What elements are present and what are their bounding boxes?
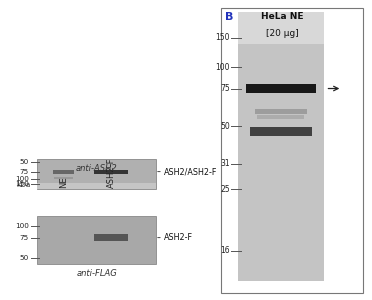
Text: 31: 31 (220, 159, 230, 168)
Bar (255, 109, 307, 114)
Text: 150: 150 (15, 181, 29, 187)
Bar (246, 84, 316, 93)
Text: kDa: kDa (16, 182, 31, 188)
Text: B: B (225, 12, 234, 22)
Text: 50: 50 (220, 122, 230, 130)
Text: 150: 150 (215, 33, 230, 42)
Bar (238, 12, 324, 44)
Text: 100: 100 (15, 223, 29, 229)
Text: 100: 100 (215, 62, 230, 71)
Text: 50: 50 (20, 255, 29, 261)
Text: ASH2-F: ASH2-F (106, 158, 115, 188)
Text: HeLa NE: HeLa NE (262, 12, 304, 21)
Text: 16: 16 (220, 247, 230, 256)
Bar (94, 169, 128, 174)
Text: 25: 25 (220, 185, 230, 194)
Bar (54, 177, 73, 179)
Text: 75: 75 (20, 235, 29, 241)
Text: ASH2/ASH2-F: ASH2/ASH2-F (164, 167, 217, 176)
Text: [20 μg]: [20 μg] (266, 28, 299, 38)
Bar (257, 115, 304, 119)
Text: anti-ASH2: anti-ASH2 (76, 164, 118, 173)
Text: 50: 50 (20, 159, 29, 165)
Text: NE: NE (59, 177, 68, 188)
Text: 100: 100 (15, 176, 29, 182)
Bar (250, 128, 312, 136)
Bar (221, 8, 363, 292)
Bar (37, 183, 156, 189)
Text: 75: 75 (20, 169, 29, 175)
Text: anti-FLAG: anti-FLAG (76, 269, 117, 278)
Bar (37, 216, 156, 264)
Bar (53, 170, 74, 173)
Bar (94, 234, 128, 241)
Bar (37, 159, 156, 189)
Text: ASH2-F: ASH2-F (164, 233, 193, 242)
Bar (238, 12, 324, 280)
Text: 75: 75 (220, 84, 230, 93)
